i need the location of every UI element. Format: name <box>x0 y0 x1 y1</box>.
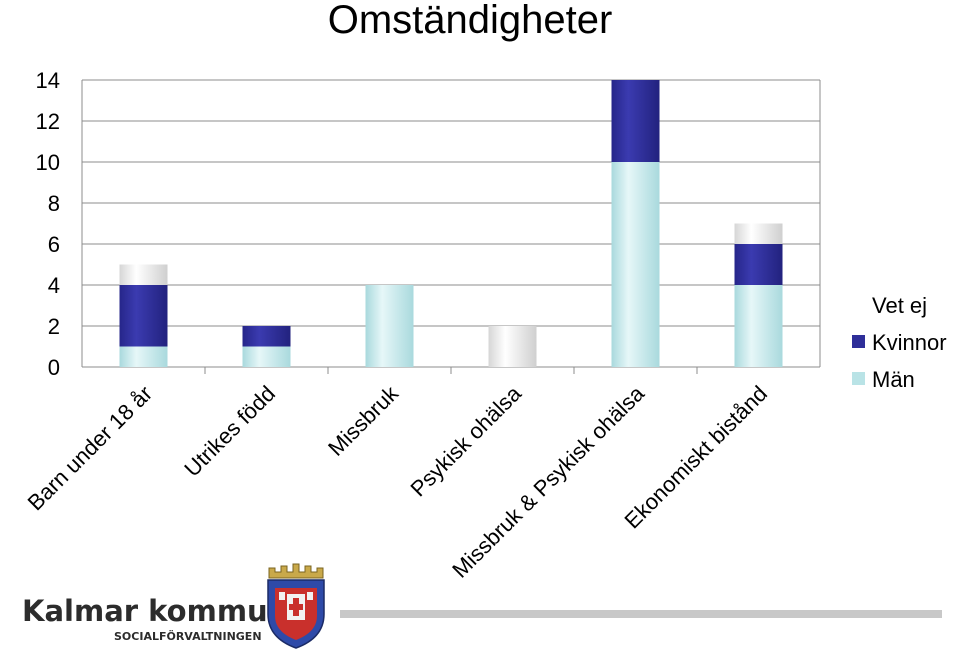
kalmar-coat-of-arms-icon <box>267 563 325 649</box>
logo-text: Kalmar kommun <box>22 594 289 628</box>
x-category-label: Utrikes född <box>179 381 280 482</box>
legend-label: Vet ej <box>872 293 927 318</box>
x-category-label: Missbruk <box>323 380 404 461</box>
bar-segment-kvinnor <box>734 244 783 285</box>
bar-segment-vet-ej <box>734 223 783 244</box>
logo-subtext: SOCIALFÖRVALTNINGEN <box>114 630 262 643</box>
y-tick-label: 10 <box>36 150 60 175</box>
x-category-label: Psykisk ohälsa <box>405 380 526 501</box>
bar-segment-kvinnor <box>119 285 168 347</box>
legend: Vet ej Kvinnor Män <box>852 293 947 392</box>
legend-label: Män <box>872 367 915 392</box>
legend-swatch <box>852 335 865 348</box>
bar-segment-kvinnor <box>242 326 291 347</box>
legend-swatch <box>852 372 865 385</box>
y-tick-label: 6 <box>48 232 60 257</box>
bar-segment-män <box>365 285 414 367</box>
x-axis-labels: Barn under 18 år Utrikes född Missbruk Psyk… <box>23 380 772 583</box>
bar-segment-kvinnor <box>611 80 660 162</box>
y-tick-label: 12 <box>36 109 60 134</box>
y-tick-label: 2 <box>48 314 60 339</box>
grid-lines <box>81 79 821 374</box>
bar-segment-män <box>734 285 783 367</box>
x-category-label: Barn under 18 år <box>23 381 157 515</box>
y-tick-label: 0 <box>48 355 60 380</box>
bar-segment-män <box>611 162 660 367</box>
footer-divider <box>340 610 942 618</box>
y-axis-ticks: 0 2 4 6 8 10 12 14 <box>36 68 60 380</box>
bar-segment-vet-ej <box>488 326 537 367</box>
y-tick-label: 14 <box>36 68 60 93</box>
bar-segment-vet-ej <box>119 264 168 285</box>
chart-title: Omständigheter <box>328 0 613 42</box>
y-tick-label: 8 <box>48 191 60 216</box>
legend-label: Kvinnor <box>872 330 947 355</box>
y-tick-label: 4 <box>48 273 60 298</box>
bars <box>119 80 783 367</box>
bar-segment-män <box>119 346 168 367</box>
bar-segment-män <box>242 346 291 367</box>
